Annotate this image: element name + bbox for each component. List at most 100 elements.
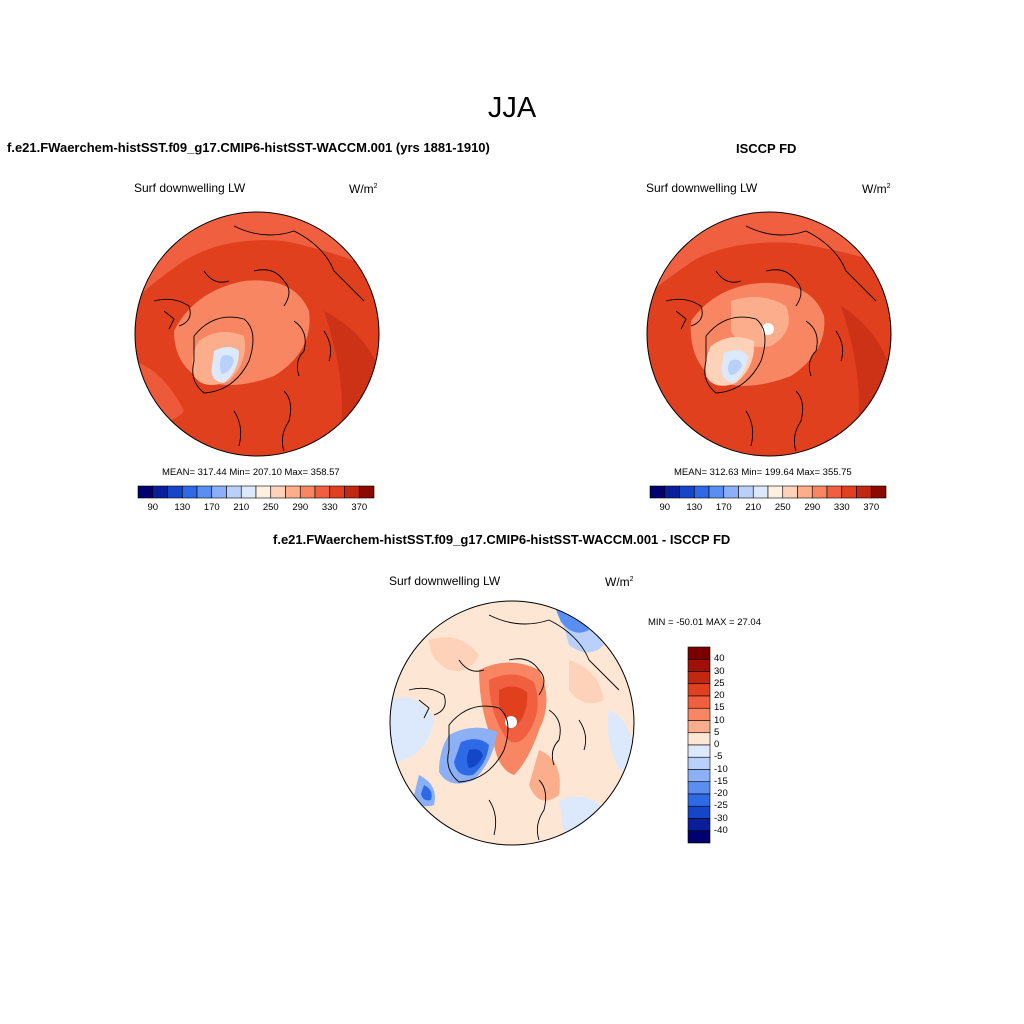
colorbar-swatch bbox=[314, 485, 331, 499]
colorbar-label: 30 bbox=[714, 665, 725, 677]
colorbar-label: -25 bbox=[714, 800, 728, 812]
model-polar-map bbox=[134, 211, 380, 457]
obs-colorbar-labels: 90 130 170 210 250 290 330 370 bbox=[650, 502, 886, 516]
colorbar-label: -30 bbox=[714, 812, 728, 824]
colorbar-swatch bbox=[358, 485, 375, 499]
colorbar-label: 20 bbox=[714, 690, 725, 701]
diff-stats: MIN = -50.01 MAX = 27.04 bbox=[648, 617, 762, 628]
colorbar-swatch bbox=[782, 485, 798, 499]
colorbar-swatch bbox=[240, 485, 257, 499]
model-panel-title: f.e21.FWaerchem-histSST.f09_g17.CMIP6-hi… bbox=[7, 140, 490, 155]
colorbar-label: -20 bbox=[714, 788, 728, 799]
colorbar-swatch bbox=[723, 485, 739, 499]
colorbar-swatch bbox=[255, 485, 272, 499]
colorbar-label: 370 bbox=[351, 502, 368, 513]
obs-polar-map bbox=[646, 211, 892, 457]
colorbar-swatch bbox=[687, 830, 711, 844]
colorbar-label: 10 bbox=[714, 714, 725, 726]
colorbar-label: 5 bbox=[714, 726, 720, 738]
colorbar-swatch bbox=[687, 756, 711, 770]
colorbar-label: -15 bbox=[714, 775, 728, 787]
colorbar-swatch bbox=[181, 485, 198, 499]
colorbar-label: 330 bbox=[833, 502, 850, 513]
colorbar-label: 370 bbox=[863, 502, 880, 513]
colorbar-label: 250 bbox=[774, 502, 791, 513]
colorbar-swatch bbox=[687, 793, 711, 807]
colorbar-label: 90 bbox=[659, 502, 671, 513]
colorbar-swatch bbox=[687, 732, 711, 746]
colorbar-label: -5 bbox=[714, 751, 723, 763]
diff-colorbar bbox=[687, 646, 711, 844]
colorbar-label: -40 bbox=[714, 824, 728, 836]
model-stats: MEAN= 317.44 Min= 207.10 Max= 358.57 bbox=[162, 467, 340, 478]
diff-units-label: W/m2 bbox=[605, 575, 634, 589]
obs-units-label: W/m2 bbox=[862, 182, 891, 196]
colorbar-swatch bbox=[841, 485, 857, 499]
colorbar-label: 210 bbox=[745, 502, 762, 513]
colorbar-swatch bbox=[211, 485, 227, 499]
colorbar-label: -10 bbox=[714, 763, 728, 775]
colorbar-swatch bbox=[826, 485, 843, 499]
model-colorbar-labels: 90 130 170 210 250 290 330 370 bbox=[138, 502, 374, 516]
colorbar-swatch bbox=[687, 695, 711, 709]
diff-colorbar-labels: 40 30 25 20 15 10 5 0 -5 -10 -15 -20 -25 -30 -40 bbox=[714, 647, 754, 843]
colorbar-swatch bbox=[687, 707, 711, 721]
colorbar-swatch bbox=[870, 485, 887, 499]
obs-variable-label: Surf downwelling LW bbox=[646, 181, 758, 195]
colorbar-swatch bbox=[285, 485, 301, 499]
colorbar-label: 25 bbox=[714, 677, 725, 689]
colorbar-swatch bbox=[687, 744, 711, 758]
model-colorbar bbox=[137, 485, 375, 499]
colorbar-swatch bbox=[299, 485, 316, 499]
colorbar-swatch bbox=[693, 485, 710, 499]
colorbar-swatch bbox=[226, 485, 242, 499]
colorbar-label: 130 bbox=[686, 502, 703, 513]
colorbar-swatch bbox=[687, 805, 711, 819]
colorbar-label: 90 bbox=[147, 502, 159, 513]
colorbar-swatch bbox=[270, 485, 286, 499]
colorbar-label: 290 bbox=[292, 502, 309, 513]
model-units-label: W/m2 bbox=[349, 182, 378, 196]
colorbar-label: 15 bbox=[714, 702, 725, 714]
colorbar-swatch bbox=[687, 671, 711, 685]
colorbar-swatch bbox=[649, 485, 666, 499]
season-title: JJA bbox=[487, 92, 537, 124]
model-variable-label: Surf downwelling LW bbox=[134, 181, 246, 195]
colorbar-swatch bbox=[687, 818, 711, 832]
colorbar-label: 40 bbox=[714, 653, 725, 665]
diff-polar-map bbox=[389, 600, 635, 846]
colorbar-swatch bbox=[767, 485, 784, 499]
colorbar-label: 250 bbox=[262, 502, 279, 513]
colorbar-swatch bbox=[738, 485, 754, 499]
colorbar-swatch bbox=[152, 485, 168, 499]
colorbar-swatch bbox=[344, 485, 360, 499]
colorbar-label: 130 bbox=[174, 502, 191, 513]
colorbar-swatch bbox=[687, 683, 711, 697]
colorbar-swatch bbox=[797, 485, 813, 499]
colorbar-swatch bbox=[687, 781, 711, 795]
colorbar-swatch bbox=[687, 769, 711, 783]
colorbar-swatch bbox=[329, 485, 345, 499]
colorbar-swatch bbox=[679, 485, 695, 499]
diff-variable-label: Surf downwelling LW bbox=[389, 574, 501, 588]
colorbar-swatch bbox=[687, 720, 711, 734]
colorbar-swatch bbox=[708, 485, 725, 499]
colorbar-swatch bbox=[752, 485, 769, 499]
colorbar-label: 170 bbox=[203, 502, 220, 513]
colorbar-swatch bbox=[137, 485, 154, 499]
colorbar-label: 330 bbox=[321, 502, 338, 513]
colorbar-swatch bbox=[856, 485, 872, 499]
colorbar-swatch bbox=[196, 485, 213, 499]
obs-panel-title: ISCCP FD bbox=[736, 141, 797, 156]
colorbar-label: 290 bbox=[804, 502, 821, 513]
colorbar-swatch bbox=[167, 485, 183, 499]
colorbar-swatch bbox=[687, 646, 711, 660]
obs-stats: MEAN= 312.63 Min= 199.64 Max= 355.75 bbox=[674, 467, 852, 478]
colorbar-swatch bbox=[687, 658, 711, 672]
diff-panel-title: f.e21.FWaerchem-histSST.f09_g17.CMIP6-hi… bbox=[273, 532, 731, 547]
colorbar-label: 210 bbox=[233, 502, 250, 513]
colorbar-label: 170 bbox=[715, 502, 732, 513]
colorbar-swatch bbox=[664, 485, 680, 499]
colorbar-swatch bbox=[811, 485, 828, 499]
obs-colorbar bbox=[649, 485, 887, 499]
